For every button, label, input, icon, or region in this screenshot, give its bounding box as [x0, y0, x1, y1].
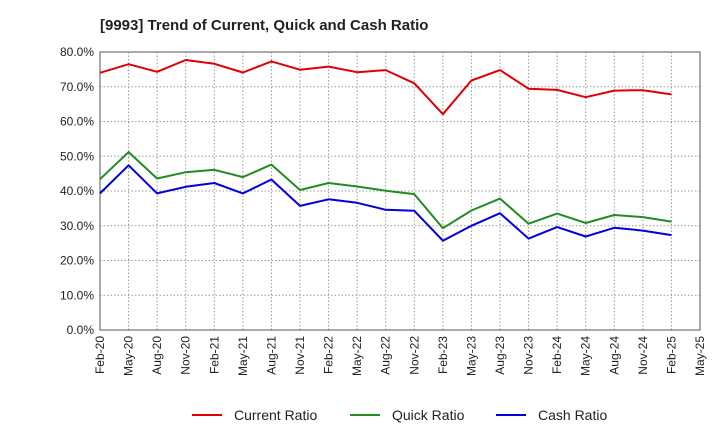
- x-tick-label: Aug-24: [607, 336, 621, 375]
- y-tick-label: 50.0%: [60, 149, 94, 163]
- y-tick-label: 10.0%: [60, 288, 94, 302]
- x-tick-label: Nov-22: [407, 336, 421, 375]
- series-line-current-ratio: [99, 59, 672, 116]
- x-tick-label: May-25: [693, 336, 707, 376]
- legend: Current Ratio Quick Ratio Cash Ratio: [192, 407, 607, 423]
- x-tick-label: Feb-25: [664, 336, 678, 374]
- x-tick-label: Feb-21: [207, 336, 221, 374]
- x-tick-label: May-21: [236, 336, 250, 376]
- x-tick-label: Feb-23: [436, 336, 450, 374]
- x-tick-label: Feb-24: [550, 336, 564, 374]
- grid: [99, 51, 701, 331]
- x-tick-label: Nov-21: [293, 336, 307, 375]
- y-axis-ticks: 0.0% 10.0% 20.0% 30.0% 40.0% 50.0% 60.0% 70.0% 8…: [60, 45, 94, 337]
- series-line-quick-ratio: [99, 151, 672, 230]
- x-tick-label: Nov-20: [179, 336, 193, 375]
- plot-border: [99, 51, 701, 331]
- x-tick-label: Feb-20: [93, 336, 107, 374]
- y-tick-label: 20.0%: [60, 254, 94, 268]
- y-tick-label: 80.0%: [60, 45, 94, 59]
- chart-title: [9993] Trend of Current, Quick and Cash …: [100, 17, 428, 34]
- series-lines: [99, 59, 672, 242]
- y-tick-label: 40.0%: [60, 184, 94, 198]
- y-tick-label: 70.0%: [60, 80, 94, 94]
- y-tick-label: 60.0%: [60, 115, 94, 129]
- x-tick-label: May-23: [464, 336, 478, 376]
- series-line-cash-ratio: [99, 164, 672, 242]
- x-tick-label: Feb-22: [322, 336, 336, 374]
- x-tick-label: May-22: [350, 336, 364, 376]
- x-tick-label: Nov-23: [522, 336, 536, 375]
- x-tick-label: Aug-22: [379, 336, 393, 375]
- x-tick-label: Aug-20: [150, 336, 164, 375]
- x-tick-label: May-20: [122, 336, 136, 376]
- legend-label: Quick Ratio: [392, 407, 465, 423]
- legend-label: Current Ratio: [234, 407, 317, 423]
- y-tick-label: 0.0%: [67, 323, 95, 337]
- x-tick-label: May-24: [579, 336, 593, 376]
- x-axis-ticks: Feb-20 May-20 Aug-20 Nov-20 Feb-21 May-21 Aug-…: [93, 336, 707, 376]
- legend-label: Cash Ratio: [538, 407, 607, 423]
- x-tick-label: Aug-23: [493, 336, 507, 375]
- x-tick-label: Aug-21: [264, 336, 278, 375]
- y-tick-label: 30.0%: [60, 219, 94, 233]
- x-tick-label: Nov-24: [636, 336, 650, 375]
